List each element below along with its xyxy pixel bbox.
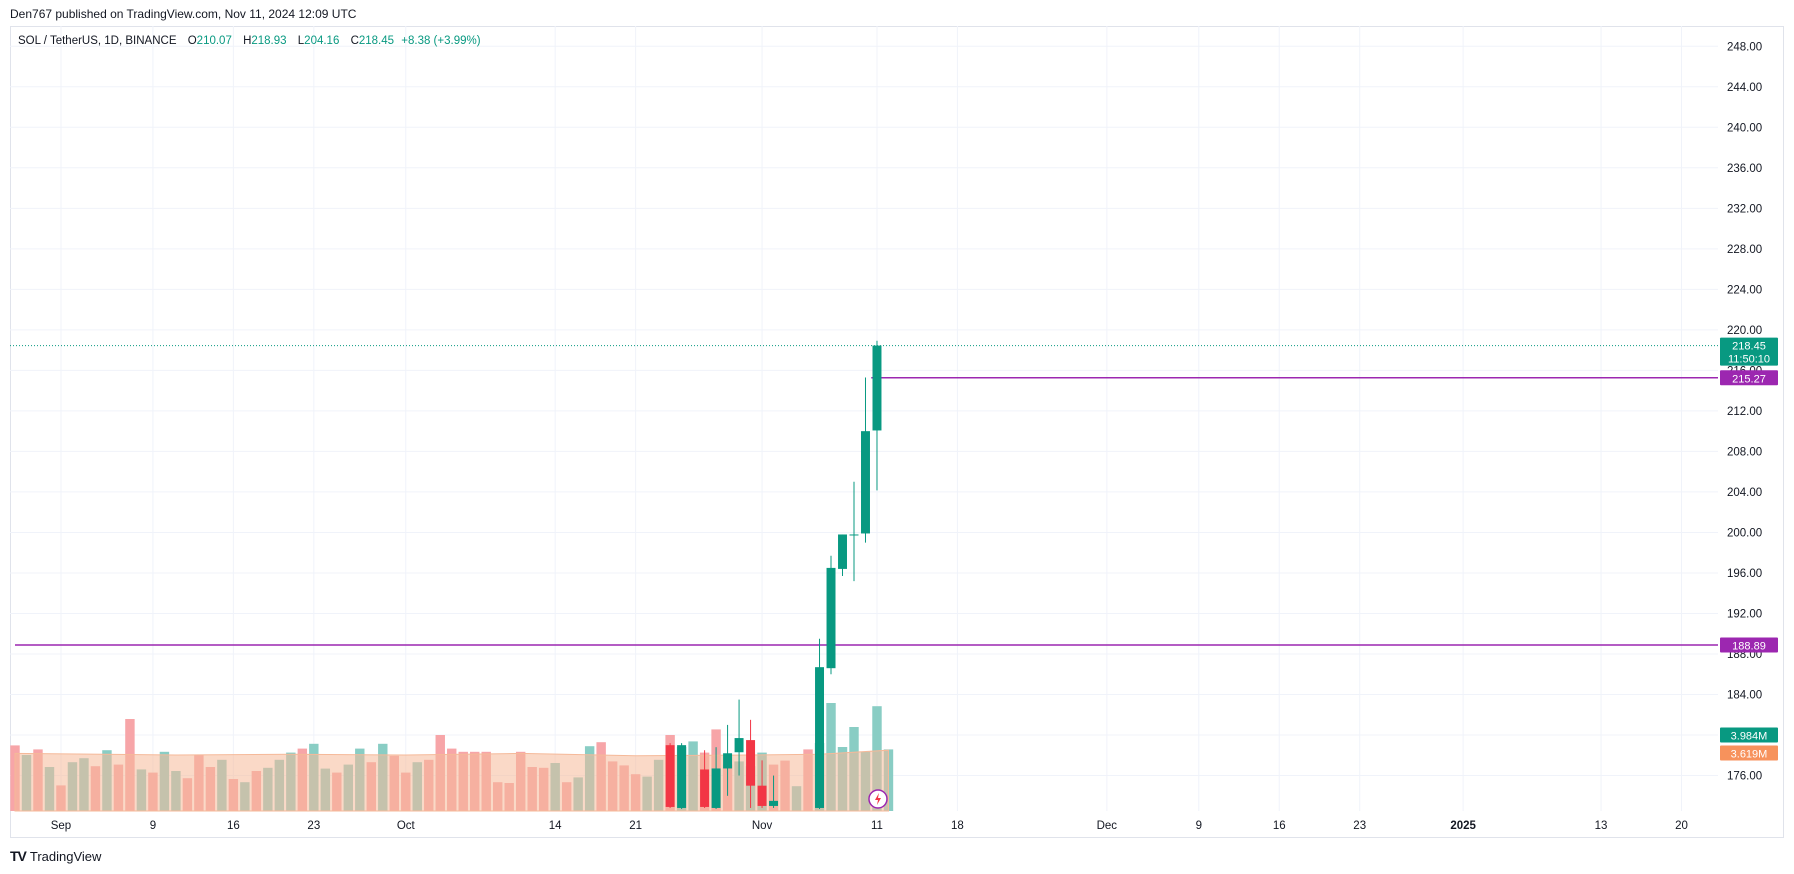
tradingview-logo[interactable]: TV TradingView: [10, 848, 101, 864]
candle-body: [723, 753, 733, 769]
candle-body: [665, 745, 675, 807]
level-price-tag-bg: [1720, 370, 1778, 386]
time-tick-label: 14: [549, 820, 562, 832]
volume-ma-tag: 3.619M: [1720, 745, 1778, 761]
price-tick-label: 232.00: [1727, 203, 1762, 215]
time-tick-label: 23: [307, 820, 320, 832]
candle-body: [757, 785, 767, 806]
price-tick-label: 248.00: [1727, 41, 1762, 53]
candle-body: [677, 745, 687, 808]
legend-low-label: L: [297, 35, 305, 47]
time-tick-label: Sep: [51, 820, 71, 832]
legend-symbol: SOL / TetherUS, 1D, BINANCE: [18, 35, 177, 47]
grid-lines: [10, 26, 1718, 811]
last-price-tag-text: 218.45: [1732, 341, 1766, 353]
time-tick-label: 9: [150, 820, 156, 832]
tradingview-logo-icon: TV: [10, 848, 27, 864]
time-axis: Sep 9 16 23 Oct 14 21 Nov 11 18 Dec 9 16 23 2025 13 20: [51, 820, 1688, 832]
legend-high-value: 218.93: [251, 35, 287, 47]
price-tick-label: 220.00: [1727, 325, 1762, 337]
price-tick-label: 224.00: [1727, 284, 1762, 296]
price-tick-label: 228.00: [1727, 244, 1762, 256]
time-tick-label: 11: [871, 820, 883, 832]
price-tick-label: 240.00: [1727, 122, 1762, 134]
candle-body: [861, 431, 870, 534]
legend-low-value: 204.16: [304, 35, 340, 47]
level-price-tag-text: 215.27: [1732, 373, 1766, 385]
time-tick-label: 13: [1595, 820, 1608, 832]
legend-change: +8.38 (+3.99%): [401, 35, 481, 47]
level-price-tag: 188.89: [1720, 637, 1778, 653]
legend-open-value: 210.07: [196, 35, 232, 47]
price-tick-label: 200.00: [1727, 527, 1762, 539]
candle-body: [746, 740, 756, 786]
price-tick-label: 208.00: [1727, 446, 1762, 458]
candle-body: [700, 769, 710, 807]
legend-open-label: O: [187, 35, 197, 47]
price-tick-label: 204.00: [1727, 487, 1762, 499]
legend-close-value: 218.45: [358, 35, 395, 47]
time-tick-label: 2025: [1450, 820, 1476, 832]
last-price-tag-bg: [1720, 337, 1778, 366]
candles: [665, 340, 882, 809]
candle-body: [769, 800, 779, 806]
time-tick-label: 21: [629, 820, 642, 832]
price-tick-label: 244.00: [1727, 82, 1762, 94]
price-tick-label: 184.00: [1727, 690, 1762, 702]
time-tick-label: Nov: [752, 820, 773, 832]
event-marker-bolt: [874, 793, 881, 805]
candle-body: [838, 534, 847, 569]
price-tick-label: 212.00: [1727, 406, 1762, 418]
event-marker-icon: [868, 789, 888, 809]
volume-ma-tag-text: 3.619M: [1731, 749, 1768, 761]
level-price-tag-text: 188.89: [1732, 640, 1766, 652]
tradingview-logo-text: TradingView: [29, 848, 102, 864]
time-tick-label: 23: [1353, 820, 1366, 832]
volume-value-tag-bg: [1720, 727, 1778, 743]
price-tick-label: 176.00: [1727, 771, 1762, 783]
volume-value-tag-text: 3.984M: [1731, 731, 1768, 743]
price-tick-label: 196.00: [1727, 568, 1762, 580]
candle-body: [711, 768, 721, 808]
volume-ma-area: [14, 749, 889, 812]
candle-body: [826, 567, 836, 669]
time-tick-label: 9: [1196, 820, 1202, 832]
time-tick-label: 16: [227, 820, 240, 832]
volume-value-tag: 3.984M: [1720, 727, 1778, 743]
chart-frame: [10, 26, 1784, 838]
time-tick-label: Oct: [397, 820, 416, 832]
candle-body: [734, 738, 744, 753]
price-tick-label: 192.00: [1727, 608, 1762, 620]
legend-close-label: C: [350, 35, 359, 47]
time-tick-label: 16: [1273, 820, 1286, 832]
publish-info: Den767 published on TradingView.com, Nov…: [10, 7, 357, 21]
last-price-tag-text: 11:50:10: [1728, 354, 1770, 366]
candle-body: [815, 667, 825, 808]
candle-body: [849, 534, 859, 536]
time-tick-label: 20: [1675, 820, 1688, 832]
chart-legend: SOL / TetherUS, 1D, BINANCE O210.07 H218…: [18, 35, 481, 47]
level-price-tag-bg: [1720, 637, 1778, 653]
level-price-tag: 215.27: [1720, 370, 1778, 386]
legend-high-label: H: [243, 35, 252, 47]
time-tick-label: 18: [951, 820, 964, 832]
price-axis: 176.00180.00184.00188.00192.00196.00200.…: [1727, 41, 1762, 782]
price-tick-label: 236.00: [1727, 163, 1762, 175]
volume-ma-tag-bg: [1720, 745, 1778, 761]
time-tick-label: Dec: [1097, 820, 1118, 832]
candle-body: [872, 345, 882, 431]
